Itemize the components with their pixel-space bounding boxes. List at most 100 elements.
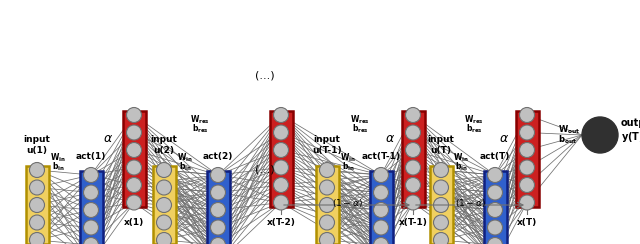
Circle shape — [433, 197, 449, 213]
Circle shape — [211, 237, 225, 244]
Circle shape — [406, 125, 420, 140]
Text: input
u(T-1): input u(T-1) — [312, 135, 342, 154]
Circle shape — [83, 203, 99, 217]
Text: $\mathbf{b_{res}}$: $\mathbf{b_{res}}$ — [191, 123, 209, 135]
Circle shape — [406, 195, 420, 210]
Text: x(1): x(1) — [124, 218, 144, 227]
Circle shape — [488, 167, 502, 183]
Text: act(T-1): act(T-1) — [362, 152, 401, 162]
Circle shape — [273, 195, 289, 210]
Text: $\mathbf{b_{res}}$: $\mathbf{b_{res}}$ — [351, 123, 369, 135]
Circle shape — [211, 203, 225, 217]
Text: $\mathbf{b_{in}}$: $\mathbf{b_{in}}$ — [179, 161, 191, 173]
Circle shape — [319, 215, 335, 230]
Text: x(T-1): x(T-1) — [399, 218, 428, 227]
Text: x(T): x(T) — [517, 218, 537, 227]
Text: $\mathbf{W_{res}}$: $\mathbf{W_{res}}$ — [190, 114, 210, 126]
Bar — [269, 111, 292, 206]
Circle shape — [520, 160, 534, 175]
Text: $\mathbf{b_{in}}$: $\mathbf{b_{in}}$ — [342, 161, 355, 173]
Circle shape — [157, 197, 172, 213]
Circle shape — [374, 185, 388, 200]
Circle shape — [127, 195, 141, 210]
Circle shape — [520, 177, 534, 193]
Text: $\mathbf{W_{res}}$: $\mathbf{W_{res}}$ — [350, 114, 370, 126]
Text: $\mathbf{W_{out}}$: $\mathbf{W_{out}}$ — [558, 124, 580, 136]
Circle shape — [83, 220, 99, 235]
Circle shape — [406, 160, 420, 175]
Circle shape — [29, 215, 45, 230]
Circle shape — [406, 142, 420, 157]
Circle shape — [83, 167, 99, 183]
Circle shape — [582, 117, 618, 153]
Circle shape — [488, 220, 502, 235]
Circle shape — [273, 142, 289, 157]
Circle shape — [157, 233, 172, 244]
Circle shape — [211, 220, 225, 235]
Circle shape — [211, 167, 225, 183]
Text: $\mathbf{W_{in}}$: $\mathbf{W_{in}}$ — [453, 152, 469, 164]
Circle shape — [83, 237, 99, 244]
Bar — [26, 166, 49, 244]
Circle shape — [319, 163, 335, 177]
Circle shape — [319, 233, 335, 244]
Circle shape — [406, 177, 420, 193]
Circle shape — [319, 180, 335, 195]
Text: act(T): act(T) — [480, 152, 510, 162]
Circle shape — [433, 180, 449, 195]
Text: output: output — [621, 118, 640, 128]
Circle shape — [157, 180, 172, 195]
Circle shape — [488, 203, 502, 217]
Circle shape — [29, 163, 45, 177]
Circle shape — [211, 185, 225, 200]
Bar — [152, 166, 175, 244]
Circle shape — [273, 177, 289, 193]
Circle shape — [127, 177, 141, 193]
Text: $\mathbf{W_{in}}$: $\mathbf{W_{in}}$ — [177, 152, 193, 164]
Text: input
u(T): input u(T) — [428, 135, 454, 154]
Text: $\mathbf{b_{in}}$: $\mathbf{b_{in}}$ — [52, 161, 65, 173]
Circle shape — [520, 125, 534, 140]
Bar — [483, 171, 506, 244]
Circle shape — [127, 125, 141, 140]
Text: x(T-2): x(T-2) — [267, 218, 296, 227]
Circle shape — [127, 160, 141, 175]
Text: act(1): act(1) — [76, 152, 106, 162]
Bar — [515, 111, 538, 206]
Circle shape — [127, 108, 141, 122]
Circle shape — [83, 185, 99, 200]
Circle shape — [433, 215, 449, 230]
Text: act(2): act(2) — [203, 152, 233, 162]
Circle shape — [488, 237, 502, 244]
Circle shape — [319, 197, 335, 213]
Circle shape — [374, 167, 388, 183]
Bar — [207, 171, 230, 244]
Text: (...): (...) — [255, 165, 275, 175]
Text: α: α — [386, 132, 394, 144]
Circle shape — [433, 233, 449, 244]
Circle shape — [127, 142, 141, 157]
Circle shape — [29, 233, 45, 244]
Text: input
u(1): input u(1) — [24, 135, 51, 154]
Circle shape — [29, 197, 45, 213]
Text: $\mathbf{b_{res}}$: $\mathbf{b_{res}}$ — [466, 123, 483, 135]
Text: $(1-\alpha)$: $(1-\alpha)$ — [332, 197, 362, 209]
Circle shape — [273, 108, 289, 122]
Circle shape — [406, 108, 420, 122]
Text: $\mathbf{W_{in}}$: $\mathbf{W_{in}}$ — [340, 152, 356, 164]
Circle shape — [374, 203, 388, 217]
Circle shape — [488, 185, 502, 200]
Circle shape — [157, 215, 172, 230]
Bar — [122, 111, 145, 206]
Circle shape — [374, 237, 388, 244]
Bar — [369, 171, 392, 244]
Circle shape — [157, 163, 172, 177]
Circle shape — [374, 220, 388, 235]
Text: $\mathbf{b_{out}}$: $\mathbf{b_{out}}$ — [558, 134, 577, 146]
Text: $\mathbf{b_{in}}$: $\mathbf{b_{in}}$ — [454, 161, 467, 173]
Bar — [429, 166, 452, 244]
Circle shape — [520, 195, 534, 210]
Text: $\mathbf{W_{in}}$: $\mathbf{W_{in}}$ — [50, 152, 66, 164]
Text: $\mathbf{y(T)}$: $\mathbf{y(T)}$ — [621, 130, 640, 144]
Circle shape — [273, 125, 289, 140]
